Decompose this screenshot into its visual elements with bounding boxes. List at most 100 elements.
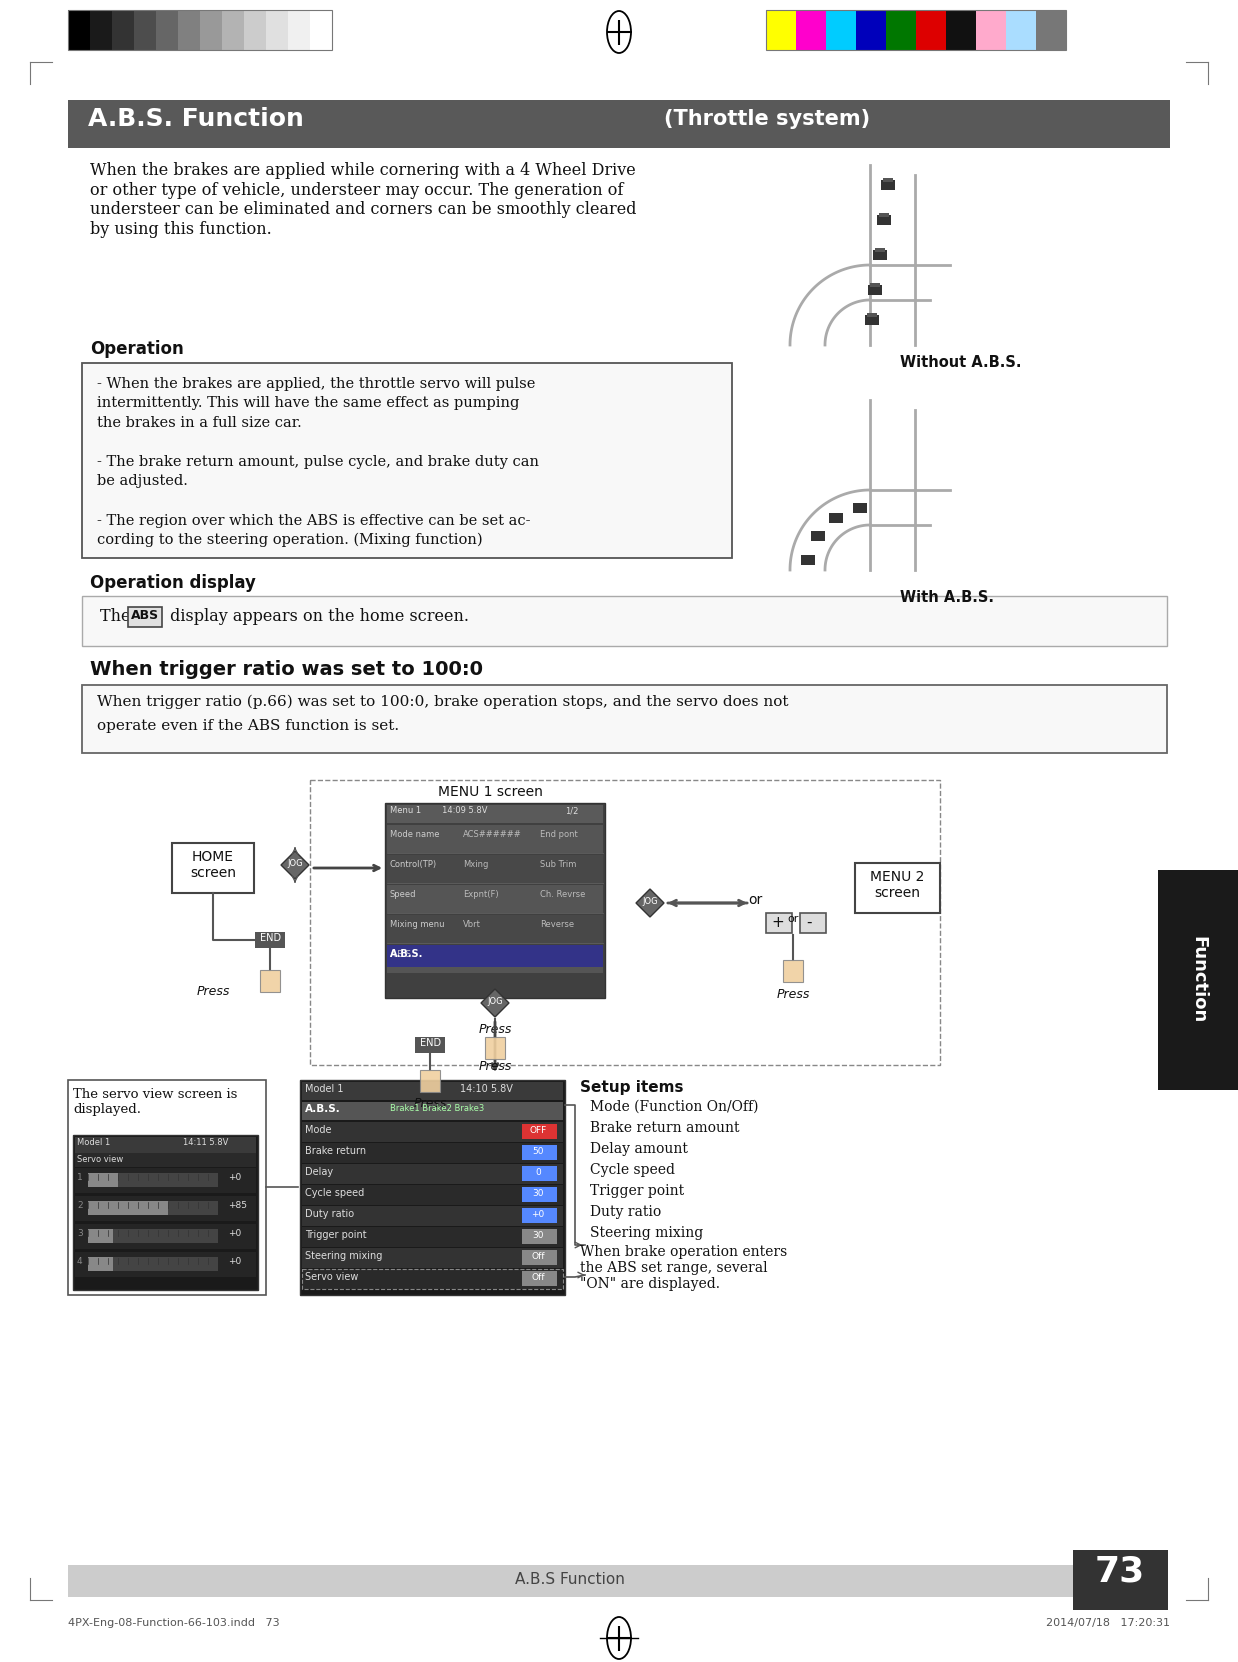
Bar (1073, 1551, 1167, 1610)
Text: 14:10 5.8V: 14:10 5.8V (461, 1084, 513, 1094)
Text: The: The (100, 608, 136, 625)
Text: Menu 1        14:09 5.8V: Menu 1 14:09 5.8V (390, 806, 488, 814)
Bar (128, 607, 162, 627)
Text: A.B.S. Function: A.B.S. Function (88, 106, 303, 131)
Text: Mixing menu: Mixing menu (390, 921, 444, 929)
Bar (302, 1207, 563, 1227)
Bar (302, 1270, 563, 1290)
Bar (172, 843, 254, 892)
Bar (522, 1228, 557, 1243)
Bar (76, 1168, 256, 1193)
Text: MENU 1 screen: MENU 1 screen (437, 784, 542, 799)
Text: or: or (748, 892, 763, 907)
Text: 1/2: 1/2 (565, 806, 578, 814)
Bar (310, 779, 940, 1065)
Bar (766, 10, 796, 50)
Text: ABS: ABS (131, 608, 160, 622)
Bar (88, 1202, 218, 1215)
Text: 73: 73 (1094, 1556, 1145, 1589)
Bar (76, 1137, 256, 1153)
Text: Duty ratio: Duty ratio (591, 1205, 661, 1218)
Bar (310, 10, 332, 50)
Text: +0: +0 (531, 1210, 545, 1218)
Bar (288, 10, 310, 50)
Text: +: + (771, 916, 784, 931)
Text: End pont: End pont (540, 829, 578, 839)
Text: Cycle speed: Cycle speed (591, 1163, 675, 1177)
Bar (801, 555, 816, 565)
Text: HOME
screen: HOME screen (189, 849, 236, 881)
Bar (387, 916, 603, 942)
Text: Operation: Operation (90, 341, 183, 357)
Bar (88, 1256, 218, 1271)
Text: Steering mixing: Steering mixing (591, 1227, 703, 1240)
Polygon shape (636, 889, 664, 917)
Text: A.B.S.: A.B.S. (390, 949, 423, 959)
Text: Off: Off (531, 1251, 545, 1261)
Text: 50: 50 (532, 1147, 543, 1157)
Bar (88, 1228, 218, 1243)
Bar (796, 10, 826, 50)
Text: JOG: JOG (488, 997, 503, 1006)
Bar (879, 213, 889, 218)
Bar (387, 804, 603, 823)
Bar (881, 179, 895, 189)
Text: Press: Press (478, 1060, 511, 1074)
Text: 4: 4 (77, 1256, 83, 1266)
Text: Steering mixing: Steering mixing (305, 1251, 383, 1261)
Bar (82, 685, 1167, 753)
Text: Brake1 Brake2 Brake3: Brake1 Brake2 Brake3 (390, 1104, 484, 1114)
Bar (522, 1271, 557, 1286)
Bar (1158, 869, 1238, 1090)
Bar (68, 10, 90, 50)
Bar (134, 10, 156, 50)
Text: Press: Press (197, 986, 230, 997)
Bar (522, 1145, 557, 1160)
Bar (201, 10, 222, 50)
Text: Mxing: Mxing (463, 859, 488, 869)
Bar (68, 1080, 266, 1295)
Text: When trigger ratio was set to 100:0: When trigger ratio was set to 100:0 (90, 660, 483, 680)
Text: A.B.S Function: A.B.S Function (515, 1572, 625, 1587)
Text: +85: +85 (228, 1202, 248, 1210)
Text: +0: +0 (228, 1173, 241, 1182)
Bar (875, 248, 885, 253)
Text: END: END (420, 1039, 441, 1049)
Bar (76, 1251, 256, 1276)
Bar (766, 912, 792, 932)
Text: - When the brakes are applied, the throttle servo will pulse: - When the brakes are applied, the throt… (97, 377, 535, 391)
Text: 1: 1 (77, 1173, 83, 1182)
Bar (178, 10, 201, 50)
Bar (387, 854, 603, 883)
Bar (76, 1223, 256, 1250)
Bar (886, 10, 916, 50)
Text: display appears on the home screen.: display appears on the home screen. (165, 608, 469, 625)
Bar (82, 597, 1167, 647)
Text: Press: Press (478, 1024, 511, 1035)
Text: Operation display: Operation display (90, 573, 256, 592)
Bar (883, 178, 893, 183)
Bar (90, 10, 111, 50)
Bar (826, 10, 855, 50)
Text: JOG: JOG (287, 859, 303, 868)
Text: Mode: Mode (305, 1125, 332, 1135)
Text: Trigger point: Trigger point (305, 1230, 366, 1240)
Text: Model 1: Model 1 (305, 1084, 343, 1094)
Text: 0: 0 (535, 1168, 541, 1177)
Text: Model 1: Model 1 (77, 1138, 110, 1147)
Text: Servo view: Servo view (77, 1155, 124, 1163)
Bar (76, 1153, 256, 1167)
Text: END: END (260, 932, 281, 942)
Text: Mode (Function On/Off): Mode (Function On/Off) (591, 1100, 759, 1114)
Bar (302, 1122, 563, 1142)
Bar (855, 863, 940, 912)
Text: operate even if the ABS function is set.: operate even if the ABS function is set. (97, 720, 399, 733)
Text: OFF: OFF (530, 1125, 547, 1135)
Text: 2: 2 (77, 1202, 83, 1210)
Text: Servo view: Servo view (305, 1271, 358, 1281)
Text: Trigger point: Trigger point (591, 1183, 685, 1198)
Bar (420, 1070, 439, 1092)
Bar (855, 10, 886, 50)
Bar (255, 932, 285, 947)
Text: 14:11 5.8V: 14:11 5.8V (183, 1138, 228, 1147)
